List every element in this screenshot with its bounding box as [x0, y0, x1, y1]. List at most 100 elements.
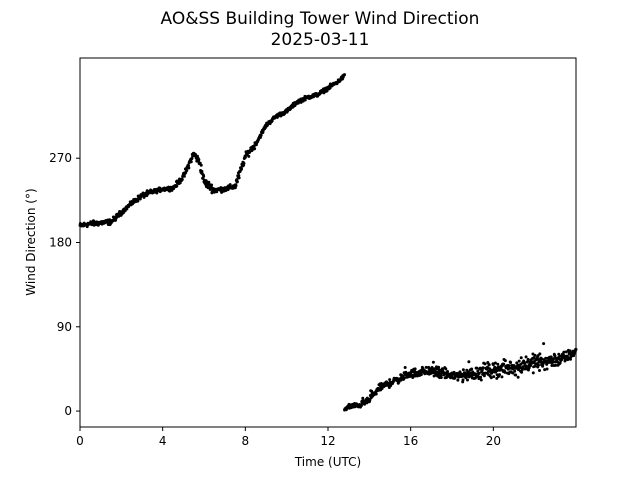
data-point	[509, 360, 513, 364]
data-point	[190, 156, 194, 160]
data-point	[200, 169, 204, 173]
data-point	[487, 363, 491, 367]
data-point	[477, 371, 481, 375]
data-point	[549, 355, 553, 359]
data-point	[558, 361, 562, 365]
data-point	[560, 358, 564, 362]
data-point	[496, 362, 500, 366]
y-axis-ticks: 0 90 180 270	[49, 151, 80, 418]
data-point	[520, 370, 524, 374]
data-point	[511, 371, 515, 375]
data-point	[325, 89, 329, 93]
data-point	[467, 360, 471, 364]
data-point	[483, 362, 487, 366]
data-point	[399, 378, 403, 382]
x-tick-label: 20	[486, 434, 501, 448]
data-point	[175, 184, 179, 188]
plot-frame	[79, 57, 577, 428]
data-point	[199, 163, 203, 167]
data-point	[489, 376, 493, 380]
data-point	[517, 359, 521, 363]
x-tick-label: 8	[242, 434, 250, 448]
data-point	[365, 401, 369, 405]
data-point	[500, 375, 504, 379]
data-point	[419, 373, 423, 377]
data-point	[533, 353, 537, 357]
data-point	[180, 178, 184, 182]
x-tick-label: 4	[159, 434, 167, 448]
data-point	[523, 361, 527, 365]
data-point	[242, 161, 246, 165]
data-point	[493, 361, 497, 365]
data-point	[503, 370, 507, 374]
chart-subtitle: 2025-03-11	[271, 30, 370, 50]
data-point	[545, 367, 549, 371]
data-point	[519, 356, 523, 360]
data-point	[537, 369, 541, 373]
data-point	[187, 164, 190, 168]
data-point	[536, 363, 540, 367]
data-point	[572, 354, 576, 358]
data-point	[461, 378, 465, 382]
y-axis-label: Wind Direction (°)	[24, 188, 38, 295]
data-point	[553, 354, 557, 358]
x-axis-label: Time (UTC)	[294, 455, 361, 469]
data-point	[481, 366, 485, 370]
data-point	[235, 180, 239, 184]
data-point	[554, 363, 558, 367]
data-point	[492, 375, 496, 379]
data-point	[562, 350, 566, 354]
data-point	[503, 359, 507, 363]
data-point	[466, 378, 469, 382]
data-point	[479, 375, 483, 379]
y-tick-label: 0	[64, 404, 72, 418]
data-point	[189, 160, 193, 164]
data-point	[514, 373, 518, 377]
data-point	[470, 367, 474, 371]
data-point	[476, 369, 480, 373]
data-point	[456, 378, 460, 382]
data-point	[240, 167, 244, 171]
chart-title: AO&SS Building Tower Wind Direction	[161, 9, 480, 29]
data-point	[253, 147, 257, 151]
data-point	[432, 367, 436, 371]
data-point	[513, 369, 517, 373]
data-point	[303, 98, 307, 102]
data-point	[552, 357, 556, 361]
data-point	[413, 367, 417, 371]
data-point	[526, 357, 530, 361]
data-point	[446, 370, 450, 374]
data-point	[476, 374, 480, 378]
data-point	[479, 378, 483, 382]
data-point	[461, 368, 465, 372]
data-point	[388, 378, 392, 382]
x-tick-label: 12	[320, 434, 335, 448]
data-point	[507, 364, 511, 368]
data-point	[543, 368, 547, 372]
data-point	[431, 360, 435, 364]
data-point	[524, 355, 528, 359]
data-point	[531, 371, 535, 375]
y-tick-label: 180	[49, 236, 72, 250]
data-point	[550, 363, 554, 367]
x-tick-label: 0	[76, 434, 84, 448]
x-tick-label: 16	[403, 434, 418, 448]
data-point	[234, 184, 238, 188]
data-point	[247, 154, 251, 158]
data-points	[78, 73, 578, 412]
data-point	[502, 362, 506, 366]
data-point	[185, 168, 189, 172]
data-point	[430, 365, 434, 369]
data-point	[237, 176, 241, 180]
y-tick-label: 90	[57, 320, 72, 334]
data-point	[516, 375, 520, 379]
data-point	[529, 364, 533, 368]
data-point	[237, 174, 241, 178]
data-point	[202, 174, 206, 178]
data-point	[374, 392, 378, 396]
data-point	[361, 396, 365, 400]
x-axis-ticks: 0 4 8 12 16 20	[76, 427, 501, 448]
data-point	[259, 133, 263, 137]
data-point	[564, 350, 568, 354]
